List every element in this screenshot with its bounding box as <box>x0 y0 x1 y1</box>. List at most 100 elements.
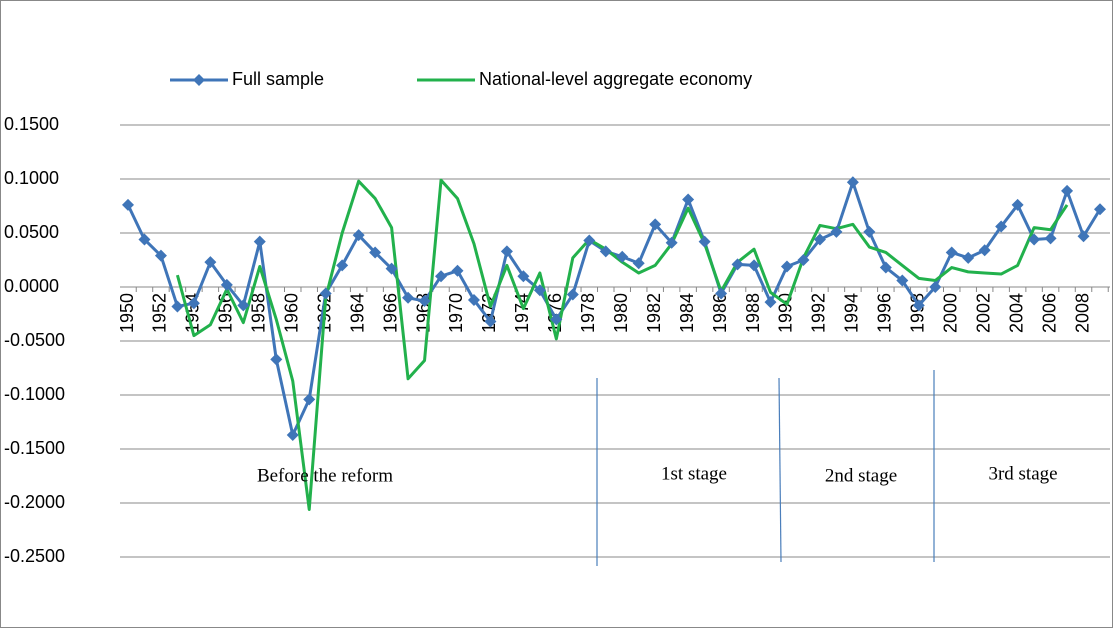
marker <box>467 293 480 306</box>
x-tick-label: 2000 <box>940 293 960 333</box>
marker <box>303 393 316 406</box>
x-tick-label: 2008 <box>1072 293 1092 333</box>
marker <box>929 281 942 293</box>
marker <box>220 278 233 291</box>
x-tick-label: 1952 <box>150 293 170 333</box>
annotation: 2nd stage <box>825 465 897 486</box>
marker <box>187 297 200 310</box>
marker <box>550 313 563 326</box>
x-tick-label: 1984 <box>677 293 697 333</box>
y-tick-label: -0.1000 <box>4 384 65 404</box>
marker <box>1077 230 1090 243</box>
marker <box>731 258 744 271</box>
marker <box>912 299 925 312</box>
marker <box>813 233 826 246</box>
marker <box>879 261 892 274</box>
marker <box>171 300 184 313</box>
y-tick-label: -0.1500 <box>4 438 65 458</box>
x-tick-label: 1990 <box>776 293 796 333</box>
marker <box>533 284 546 297</box>
annotation: 3rd stage <box>988 463 1057 484</box>
x-tick-label: 2006 <box>1039 293 1059 333</box>
x-tick-label: 1994 <box>842 293 862 333</box>
x-tick-label: 1970 <box>446 293 466 333</box>
x-tick-label: 1992 <box>809 293 829 333</box>
marker <box>1044 232 1057 245</box>
grid: 1950 1952 1954 1956 1958 1960 1962 1964 1966 1968… <box>117 124 1110 558</box>
marker <box>583 234 596 247</box>
marker <box>698 235 711 248</box>
marker <box>336 259 349 272</box>
y-tick-label: 0.0500 <box>4 222 59 242</box>
stage-divider <box>778 377 782 563</box>
marker <box>764 296 777 309</box>
marker <box>1028 233 1041 246</box>
marker <box>962 251 975 264</box>
marker <box>270 353 283 366</box>
marker <box>484 315 497 328</box>
y-tick-label: 0.1500 <box>4 114 59 134</box>
y-tick-label: 0.0000 <box>4 276 59 296</box>
marker <box>154 249 167 262</box>
y-tick-label: -0.2500 <box>4 546 65 566</box>
x-tick-label: 1958 <box>249 293 269 333</box>
marker <box>995 220 1008 233</box>
annotation: 1st stage <box>661 463 727 484</box>
marker <box>1061 184 1074 197</box>
marker <box>896 274 909 287</box>
marker <box>418 295 431 308</box>
marker <box>616 250 629 263</box>
marker <box>517 270 530 283</box>
marker <box>204 256 217 269</box>
x-tick-label: 2004 <box>1006 293 1026 333</box>
marker <box>780 260 793 273</box>
marker <box>500 245 513 258</box>
x-tick-label: 1960 <box>281 293 301 333</box>
y-tick-label: 0.1000 <box>4 168 59 188</box>
marker <box>846 176 859 189</box>
marker <box>945 246 958 259</box>
marker <box>715 287 728 300</box>
marker <box>748 259 761 272</box>
x-tick-label: 1950 <box>117 293 137 333</box>
x-tick-label: 1978 <box>578 293 598 333</box>
marker <box>830 225 843 238</box>
marker <box>599 245 612 258</box>
marker <box>138 233 151 246</box>
x-tick-label: 1996 <box>875 293 895 333</box>
x-tick-label: 1964 <box>347 293 367 333</box>
marker <box>352 229 365 242</box>
annotation: Before the reform <box>257 465 393 486</box>
marker <box>253 235 266 248</box>
marker <box>863 225 876 238</box>
marker <box>385 262 398 275</box>
marker <box>319 287 332 300</box>
x-tick-label: 1982 <box>644 293 664 333</box>
x-tick-label: 1966 <box>380 293 400 333</box>
marker <box>435 270 448 283</box>
legend-marker <box>193 74 205 86</box>
marker <box>682 193 695 206</box>
marker <box>402 291 415 304</box>
marker <box>978 244 991 257</box>
x-tick-label: 1988 <box>743 293 763 333</box>
plot <box>122 176 1106 511</box>
marker <box>451 264 464 277</box>
marker <box>237 299 250 312</box>
marker <box>665 236 678 249</box>
x-tick-label: 2002 <box>973 293 993 333</box>
marker <box>1094 203 1106 216</box>
x-tick-label: 1980 <box>611 293 631 333</box>
marker <box>632 257 645 270</box>
x-tick-label: 1986 <box>710 293 730 333</box>
marker <box>369 246 382 259</box>
marker <box>649 218 662 231</box>
marker <box>1011 198 1024 211</box>
marker <box>566 288 579 301</box>
legend-label: National-level aggregate economy <box>479 69 752 89</box>
y-tick-label: -0.2000 <box>4 492 65 512</box>
marker <box>286 428 299 441</box>
marker <box>122 198 134 211</box>
y-tick-label: -0.0500 <box>4 330 65 350</box>
